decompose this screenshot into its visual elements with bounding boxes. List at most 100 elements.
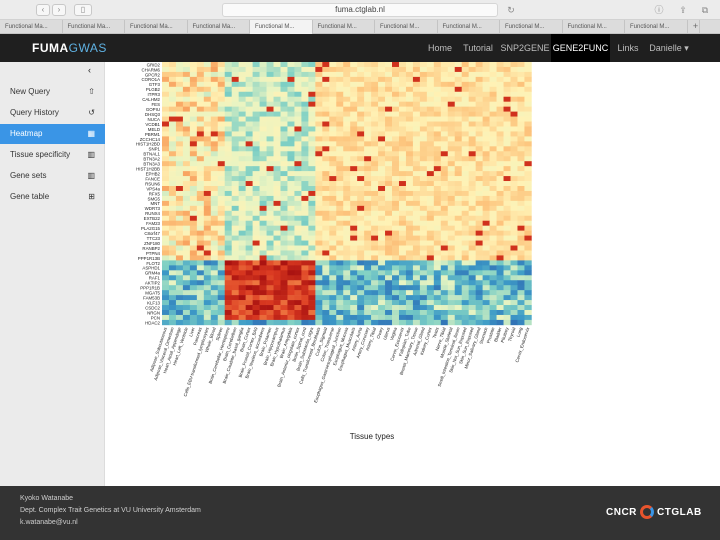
heatmap-cell[interactable] [503, 131, 511, 137]
heatmap-cell[interactable] [203, 265, 212, 271]
heatmap-cell[interactable] [315, 280, 323, 286]
heatmap-cell[interactable] [175, 225, 184, 231]
heatmap-cell[interactable] [398, 81, 407, 88]
heatmap-cell[interactable] [364, 205, 372, 212]
heatmap-cell[interactable] [315, 146, 323, 152]
heatmap-cell[interactable] [426, 240, 435, 246]
heatmap-cell[interactable] [210, 76, 219, 83]
heatmap-cell[interactable] [392, 260, 400, 266]
heatmap-cell[interactable] [447, 265, 456, 271]
heatmap-cell[interactable] [315, 161, 323, 167]
heatmap-cell[interactable] [412, 235, 421, 241]
heatmap-cell[interactable] [308, 96, 316, 102]
heatmap-cell[interactable] [350, 166, 358, 172]
heatmap-cell[interactable] [301, 91, 309, 98]
heatmap-cell[interactable] [322, 225, 330, 231]
heatmap-cell[interactable] [231, 195, 239, 202]
heatmap-cell[interactable] [385, 171, 393, 177]
heatmap-cell[interactable] [385, 116, 393, 122]
heatmap-cell[interactable] [238, 319, 246, 326]
heatmap-cell[interactable] [524, 190, 532, 197]
heatmap-cell[interactable] [259, 314, 267, 321]
heatmap-cell[interactable] [217, 151, 226, 157]
heatmap-cell[interactable] [385, 121, 393, 127]
heatmap-cell[interactable] [454, 285, 463, 291]
heatmap-cell[interactable] [405, 166, 414, 172]
heatmap-cell[interactable] [252, 91, 260, 98]
heatmap-cell[interactable] [196, 310, 205, 316]
heatmap-cell[interactable] [447, 101, 456, 107]
heatmap-cell[interactable] [168, 305, 177, 311]
heatmap-cell[interactable] [336, 86, 344, 93]
heatmap-cell[interactable] [182, 260, 191, 266]
heatmap-cell[interactable] [496, 106, 504, 112]
heatmap-cell[interactable] [322, 270, 330, 276]
heatmap-cell[interactable] [266, 319, 274, 326]
heatmap-cell[interactable] [461, 280, 469, 286]
heatmap-cell[interactable] [475, 62, 483, 68]
heatmap-cell[interactable] [287, 161, 295, 167]
heatmap-cell[interactable] [433, 66, 442, 73]
heatmap-cell[interactable] [287, 190, 295, 197]
heatmap-cell[interactable] [405, 210, 414, 217]
heatmap-cell[interactable] [280, 81, 288, 88]
heatmap-cell[interactable] [357, 280, 365, 286]
heatmap-cell[interactable] [210, 265, 219, 271]
heatmap-cell[interactable] [231, 171, 239, 177]
heatmap-cell[interactable] [440, 295, 449, 301]
heatmap-cell[interactable] [203, 205, 212, 212]
heatmap-cell[interactable] [350, 205, 358, 212]
heatmap-cell[interactable] [405, 205, 414, 212]
heatmap-cell[interactable] [301, 235, 309, 241]
heatmap-cell[interactable] [412, 62, 421, 68]
heatmap-cell[interactable] [273, 106, 281, 112]
heatmap-cell[interactable] [294, 186, 302, 192]
heatmap-cell[interactable] [489, 195, 497, 202]
heatmap-cell[interactable] [398, 295, 407, 301]
heatmap-cell[interactable] [510, 86, 518, 93]
heatmap-cell[interactable] [454, 255, 463, 261]
heatmap-cell[interactable] [322, 131, 330, 137]
heatmap-cell[interactable] [475, 81, 483, 88]
heatmap-cell[interactable] [392, 101, 400, 107]
heatmap-cell[interactable] [503, 161, 511, 167]
heatmap-cell[interactable] [461, 305, 469, 311]
heatmap-cell[interactable] [238, 225, 246, 231]
heatmap-cell[interactable] [189, 285, 198, 291]
heatmap-cell[interactable] [266, 235, 274, 241]
heatmap-cell[interactable] [329, 240, 337, 246]
heatmap-cell[interactable] [371, 146, 379, 152]
heatmap-cell[interactable] [162, 146, 170, 152]
heatmap-cell[interactable] [447, 230, 456, 236]
heatmap-cell[interactable] [433, 81, 442, 88]
heatmap-cell[interactable] [189, 81, 198, 88]
heatmap-cell[interactable] [343, 106, 351, 112]
heatmap-cell[interactable] [196, 151, 205, 157]
heatmap-cell[interactable] [503, 81, 511, 88]
heatmap-cell[interactable] [175, 146, 184, 152]
heatmap-cell[interactable] [231, 300, 239, 306]
heatmap-cell[interactable] [182, 66, 191, 73]
heatmap-cell[interactable] [182, 96, 191, 102]
heatmap-cell[interactable] [217, 186, 226, 192]
heatmap-cell[interactable] [217, 200, 226, 207]
heatmap-cell[interactable] [482, 300, 490, 306]
heatmap-cell[interactable] [489, 265, 497, 271]
heatmap-cell[interactable] [503, 136, 511, 142]
heatmap-cell[interactable] [392, 314, 400, 321]
heatmap-cell[interactable] [364, 314, 372, 321]
heatmap-cell[interactable] [350, 141, 358, 147]
heatmap-cell[interactable] [238, 270, 246, 276]
heatmap-cell[interactable] [329, 190, 337, 197]
heatmap-cell[interactable] [440, 166, 449, 172]
heatmap-cell[interactable] [273, 245, 281, 251]
heatmap-cell[interactable] [210, 225, 219, 231]
heatmap-cell[interactable] [371, 240, 379, 246]
heatmap-cell[interactable] [224, 161, 232, 167]
heatmap-cell[interactable] [175, 151, 184, 157]
heatmap-cell[interactable] [447, 62, 456, 68]
heatmap-cell[interactable] [440, 126, 449, 132]
heatmap-cell[interactable] [266, 190, 274, 197]
heatmap-cell[interactable] [412, 190, 421, 197]
heatmap-cell[interactable] [385, 255, 393, 261]
